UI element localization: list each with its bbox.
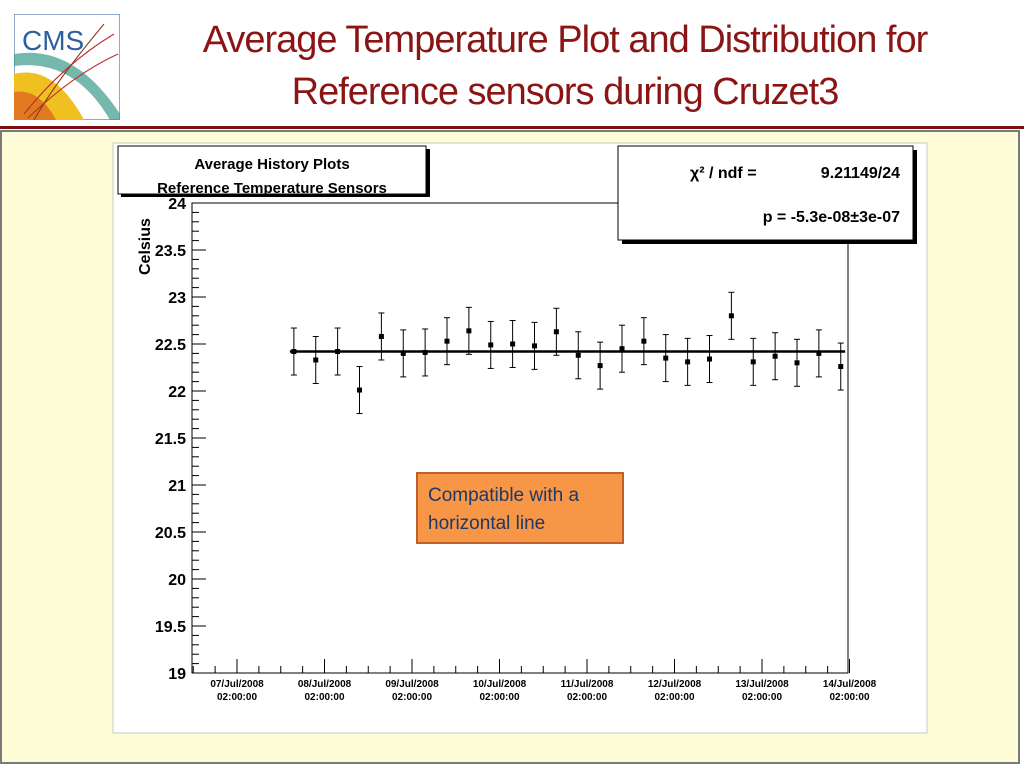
data-point	[553, 329, 559, 335]
data-points	[290, 291, 844, 415]
x-tick-time: 02:00:00	[567, 692, 607, 703]
y-tick-label: 22	[168, 384, 186, 401]
x-tick-date: 11/Jul/2008	[561, 679, 614, 690]
data-point	[357, 387, 362, 393]
slide-title-line1: Average Temperature Plot and Distributio…	[202, 19, 929, 61]
x-tick-time: 02:00:00	[479, 692, 519, 703]
data-point	[575, 352, 581, 358]
y-tick-label: 20	[168, 572, 186, 589]
data-point	[488, 342, 494, 348]
x-tick-date: 14/Jul/2008	[823, 679, 877, 690]
y-axis: 24 23.5 23 22.5 22 21.5 21 20.5 20 19.5 19	[155, 196, 206, 683]
data-point	[313, 357, 319, 363]
chi2-value: 9.21149/24	[821, 165, 900, 182]
data-point	[663, 355, 669, 361]
slide-title-line2: Reference sensors during Cruzet3	[291, 71, 840, 113]
data-point	[444, 338, 450, 344]
logo-text: CMS	[22, 25, 84, 56]
x-tick-date: 08/Jul/2008	[298, 679, 352, 690]
slide-title: Average Temperature Plot and Distributio…	[130, 14, 1000, 118]
y-tick-label: 21.5	[155, 431, 186, 448]
data-point	[466, 328, 472, 334]
x-tick-time: 02:00:00	[217, 692, 257, 703]
data-point	[510, 341, 516, 347]
x-tick-time: 02:00:00	[304, 692, 344, 703]
x-tick-time: 02:00:00	[742, 692, 782, 703]
chi2-label: χ² / ndf =	[690, 165, 757, 182]
cms-logo: CMS	[14, 14, 120, 120]
title-divider	[0, 126, 1024, 129]
y-tick-label: 23	[168, 290, 186, 307]
data-point	[597, 363, 603, 369]
data-point	[707, 356, 712, 362]
chart-title-box	[117, 145, 427, 195]
x-tick-time: 02:00:00	[392, 692, 432, 703]
data-point	[816, 350, 822, 356]
x-tick-date: 07/Jul/2008	[210, 679, 264, 690]
y-tick-label: 24	[168, 196, 186, 213]
x-axis: 07/Jul/2008 02:00:00 08/Jul/2008 02:00:00 09…	[192, 659, 877, 703]
data-point	[794, 360, 800, 366]
y-tick-label: 23.5	[155, 243, 186, 260]
data-point	[685, 359, 691, 365]
data-point	[641, 338, 647, 344]
p-value: p = -5.3e-08±3e-07	[763, 209, 900, 226]
x-tick-date: 12/Jul/2008	[648, 679, 702, 690]
data-point	[750, 359, 756, 365]
y-tick-label: 19	[168, 666, 186, 683]
y-axis-label: Celsius	[137, 218, 154, 275]
data-point	[400, 350, 406, 356]
x-tick-time: 02:00:00	[654, 692, 694, 703]
data-point	[772, 353, 778, 359]
data-point	[532, 343, 537, 349]
annotation-box: Compatible with a horizontal line	[416, 472, 624, 544]
y-tick-label: 21	[168, 478, 186, 495]
y-tick-label: 19.5	[155, 619, 186, 636]
chart-subtitle: Reference Temperature Sensors	[157, 180, 387, 197]
x-tick-date: 09/Jul/2008	[385, 679, 439, 690]
data-point	[728, 313, 734, 319]
data-point	[838, 364, 844, 370]
chart-title: Average History Plots	[194, 156, 349, 173]
x-tick-date: 13/Jul/2008	[735, 679, 789, 690]
stats-box	[617, 145, 914, 241]
x-tick-date: 10/Jul/2008	[473, 679, 527, 690]
y-tick-label: 20.5	[155, 525, 186, 542]
data-point	[378, 333, 384, 339]
data-point	[619, 346, 625, 352]
y-tick-label: 22.5	[155, 337, 186, 354]
x-tick-time: 02:00:00	[829, 692, 869, 703]
